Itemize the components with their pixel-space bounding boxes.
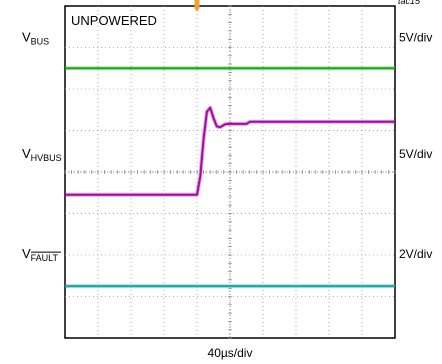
scale-label-bus: 5V/div — [399, 30, 432, 44]
scale-labels: 5V/div 5V/div 2V/div — [399, 30, 432, 261]
trigger-marker — [194, 0, 200, 12]
channel-label-hvbus: VHVBUS — [22, 146, 62, 163]
channel-label-fault: VFAULT — [22, 246, 59, 263]
state-label: UNPOWERED — [71, 13, 157, 28]
x-axis-label: 40µs/div — [208, 346, 253, 360]
figure-id: tac15 — [398, 0, 421, 6]
channel-label-bus: VBUS — [22, 29, 49, 46]
scale-label-hvbus: 5V/div — [399, 147, 432, 161]
trace-hvbus — [65, 106, 395, 196]
graticule — [64, 5, 396, 339]
channel-labels: VBUS VHVBUS VFAULT — [22, 29, 62, 263]
scale-label-fault: 2V/div — [399, 247, 432, 261]
traces — [65, 66, 395, 289]
